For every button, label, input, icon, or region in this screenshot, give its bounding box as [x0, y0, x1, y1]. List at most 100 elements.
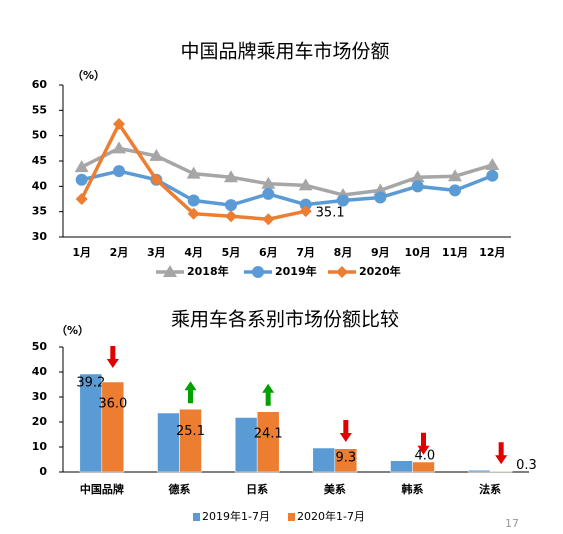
- bar: [256, 411, 280, 473]
- x-tick-label: 4月: [184, 246, 203, 259]
- marker: [187, 194, 200, 207]
- data-label: 4.0: [415, 449, 436, 464]
- marker: [74, 160, 89, 173]
- bar: [101, 381, 125, 473]
- legend-label: 2019年: [275, 264, 317, 278]
- marker: [449, 184, 461, 197]
- marker: [337, 194, 349, 207]
- marker: [262, 187, 275, 200]
- trend-arrow: [106, 346, 119, 368]
- marker: [261, 176, 276, 189]
- marker: [486, 169, 499, 182]
- y-tick-label: 50: [32, 340, 48, 353]
- legend-label: 2020年: [359, 264, 401, 278]
- data-label: 39.2: [76, 376, 105, 391]
- data-label: 24.1: [254, 426, 283, 441]
- marker: [186, 166, 201, 179]
- legend-swatch: [193, 513, 200, 521]
- y-tick-label: 10: [32, 440, 48, 453]
- trend-arrow: [417, 432, 430, 455]
- y-tick-label: 55: [32, 103, 47, 116]
- marker: [448, 169, 462, 182]
- line: [80, 146, 493, 197]
- y-axis-label: （%）: [56, 324, 89, 337]
- marker: [163, 265, 177, 277]
- marker: [224, 170, 238, 183]
- marker: [262, 213, 275, 226]
- legend-label: 2018年: [187, 264, 229, 278]
- x-tick-label: 9月: [371, 246, 390, 259]
- marker: [113, 118, 125, 131]
- chart-title: 乘用车各系别市场份额比较: [171, 309, 399, 331]
- chart-title: 中国品牌乘用车市场份额: [180, 41, 389, 63]
- bar: [157, 412, 180, 473]
- bar: [390, 460, 413, 473]
- marker: [374, 191, 387, 204]
- data-label: 0.3: [516, 458, 537, 473]
- trend-arrow: [184, 381, 197, 404]
- x-tick-label: 12月: [479, 246, 505, 259]
- legend-swatch: [288, 513, 295, 521]
- marker: [225, 210, 237, 223]
- marker: [411, 180, 424, 193]
- legend-label: 2019年1-7月: [202, 509, 270, 523]
- x-tick-label: 法系: [479, 482, 501, 496]
- bar: [334, 448, 358, 473]
- y-tick-label: 35: [32, 205, 47, 218]
- y-tick-label: 40: [32, 179, 48, 192]
- x-tick-label: 中国品牌: [80, 482, 124, 496]
- data-label: 36.0: [98, 397, 127, 412]
- data-label: 35.1: [316, 206, 345, 221]
- x-tick-label: 韩系: [402, 482, 424, 496]
- marker: [299, 205, 312, 218]
- marker: [113, 165, 125, 178]
- data-label: 9.3: [335, 450, 356, 465]
- marker: [225, 199, 237, 212]
- y-tick-label: 20: [32, 415, 48, 428]
- y-tick-label: 50: [32, 129, 48, 142]
- x-tick-label: 1月: [72, 246, 91, 259]
- bar: [179, 409, 202, 473]
- bar: [312, 447, 336, 473]
- y-tick-label: 45: [32, 154, 47, 167]
- marker: [485, 158, 500, 171]
- marker: [187, 207, 200, 220]
- x-tick-label: 德系: [168, 482, 191, 496]
- marker: [75, 173, 88, 186]
- x-tick-label: 10月: [405, 246, 431, 259]
- y-tick-label: 30: [32, 390, 48, 403]
- bar: [412, 461, 435, 473]
- x-tick-label: 2月: [110, 246, 129, 259]
- x-tick-label: 6月: [259, 246, 278, 259]
- marker: [149, 148, 164, 161]
- x-tick-label: 日系: [246, 482, 268, 496]
- marker: [252, 266, 264, 278]
- y-tick-label: 60: [32, 78, 48, 91]
- line: [81, 169, 493, 207]
- trend-arrow: [262, 383, 275, 406]
- x-tick-label: 3月: [147, 246, 166, 259]
- x-tick-label: 11月: [442, 246, 468, 259]
- legend-label: 2020年1-7月: [297, 509, 365, 523]
- y-tick-label: 30: [32, 230, 48, 243]
- y-axis-label: （%）: [72, 69, 105, 82]
- x-tick-label: 8月: [334, 246, 353, 259]
- data-label: 25.1: [176, 424, 205, 439]
- bar: [489, 471, 513, 473]
- marker: [336, 266, 348, 278]
- marker: [75, 193, 88, 205]
- y-tick-label: 0: [39, 465, 47, 478]
- marker: [373, 183, 388, 196]
- marker: [112, 141, 126, 154]
- marker: [299, 198, 312, 211]
- marker: [150, 173, 163, 186]
- page-number: 17: [505, 517, 519, 530]
- x-tick-label: 美系: [324, 482, 346, 496]
- x-tick-label: 7月: [296, 246, 315, 259]
- trend-arrow: [495, 442, 508, 465]
- marker: [410, 170, 425, 183]
- x-tick-label: 5月: [222, 246, 241, 259]
- y-tick-label: 40: [32, 365, 48, 378]
- trend-arrow: [339, 420, 352, 442]
